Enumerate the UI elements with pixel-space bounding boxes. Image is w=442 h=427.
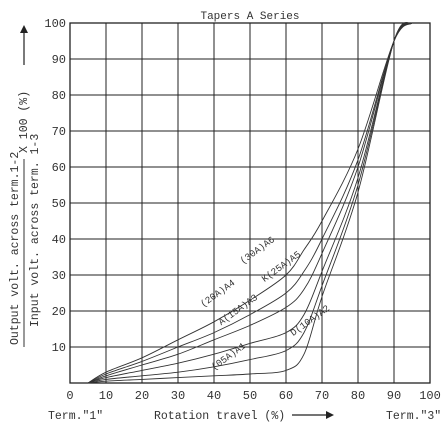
x-axis-label: Rotation travel (%) [154, 410, 285, 423]
y-tick-label: 20 [52, 305, 66, 319]
curve-labels: (30A)A6K(25A)A5(20A)A4A(15A)A3 D(10A)A2(0… [198, 234, 332, 373]
series-label: A(15A)A3 [216, 292, 260, 328]
tick-labels: 0 10 20 30 40 50 60 70 80 90 100 10 20 30 40 50 60 70 80 90… [44, 17, 440, 403]
series-label: (05A)A1 [209, 340, 248, 373]
y-axis-label-factor: X 100 (%) [18, 91, 31, 153]
x-tick-label: 80 [351, 389, 365, 403]
series-label: (20A)A4 [198, 277, 237, 310]
y-tick-label: 50 [52, 197, 66, 211]
x-tick-label: 90 [387, 389, 401, 403]
x-tick-label: 60 [279, 389, 293, 403]
y-tick-label: 30 [52, 269, 66, 283]
x-tick-label: 20 [135, 389, 149, 403]
x-right-terminal-label: Term."3" [386, 410, 441, 423]
y-tick-label: 90 [52, 53, 66, 67]
series-line [87, 22, 413, 384]
x-tick-label: 50 [243, 389, 257, 403]
series-label: D(10A)A2 [288, 303, 332, 339]
y-tick-label: 100 [44, 17, 66, 31]
series-line [87, 22, 413, 384]
y-tick-label: 10 [52, 341, 66, 355]
y-tick-label: 40 [52, 233, 66, 247]
series-line [87, 22, 413, 384]
x-tick-label: 10 [99, 389, 113, 403]
series-line [87, 22, 413, 384]
x-axis-arrow-head [326, 411, 334, 419]
y-tick-label: 60 [52, 161, 66, 175]
y-axis-label: Output volt. across term.1-2 Input volt.… [9, 25, 42, 347]
x-tick-label: 30 [171, 389, 185, 403]
x-tick-label: 100 [419, 389, 441, 403]
y-tick-label: 70 [52, 125, 66, 139]
y-axis-label-denominator: Input volt. across term. 1-3 [29, 134, 42, 327]
chart-title: Tapers A Series [200, 11, 299, 23]
plot-frame [69, 22, 431, 384]
x-tick-label: 40 [207, 389, 221, 403]
y-tick-label: 80 [52, 89, 66, 103]
x-left-terminal-label: Term."1" [48, 410, 103, 423]
x-tick-label: 70 [315, 389, 329, 403]
curves [87, 22, 413, 384]
series-line [87, 22, 413, 384]
y-axis-label-numerator: Output volt. across term.1-2 [9, 152, 22, 345]
grid [69, 22, 431, 384]
y-axis-arrow-head [20, 25, 28, 33]
x-tick-label: 0 [66, 389, 73, 403]
series-line [87, 22, 413, 384]
